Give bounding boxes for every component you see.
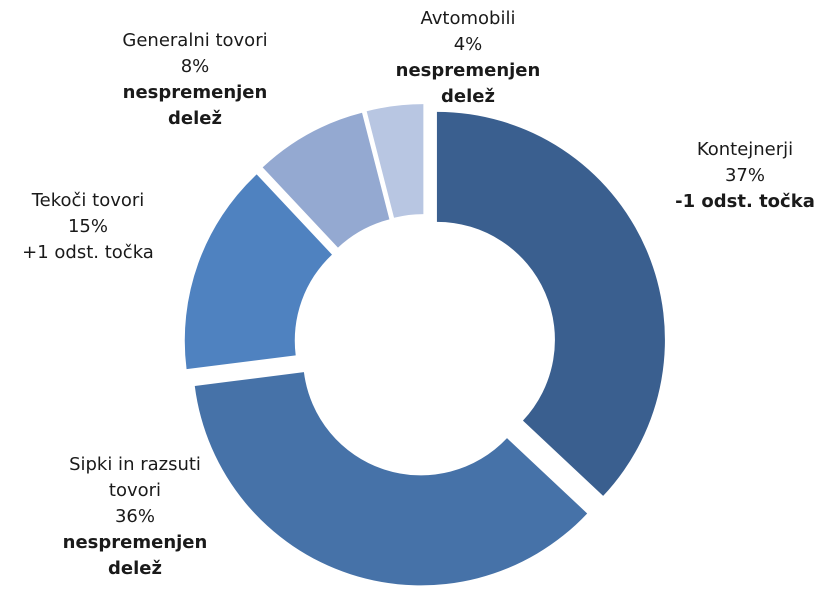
category-label: Generalni tovori [122, 30, 267, 51]
donut-segment [366, 104, 424, 218]
donut-segment [262, 112, 390, 248]
value-label: 36% [115, 506, 155, 527]
value-label: 4% [454, 34, 483, 55]
donut-segment [194, 372, 588, 586]
category-label: Sipki in razsuti tovori [69, 454, 201, 501]
note-label: nespremenjen delež [396, 60, 541, 107]
donut-segment [184, 174, 332, 370]
value-label: 37% [725, 165, 765, 186]
category-label: Tekoči tovori [31, 190, 145, 211]
note-label: nespremenjen delež [123, 82, 268, 129]
category-label: Avtomobili [421, 8, 516, 29]
note-label: nespremenjen delež [63, 532, 208, 579]
value-label: 15% [68, 216, 108, 237]
note-label: +1 odst. točka [22, 242, 154, 263]
donut-segment [436, 111, 665, 496]
category-label: Kontejnerji [697, 139, 793, 160]
note-label: -1 odst. točka [675, 191, 815, 212]
value-label: 8% [181, 56, 210, 77]
